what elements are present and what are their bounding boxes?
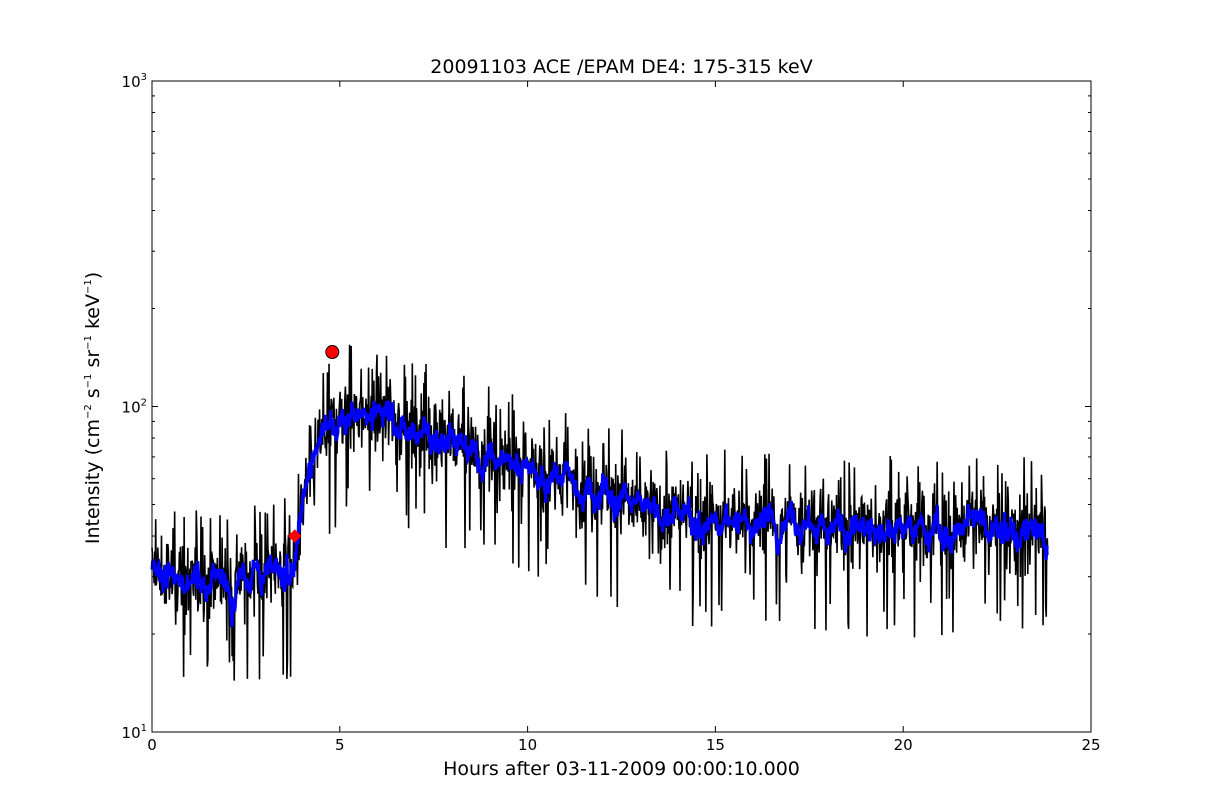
x-tick-label: 5	[335, 736, 345, 754]
y-axis-label: Intensity (cm−2 s−1 sr−1 keV−1)	[82, 272, 104, 544]
y-tick-label: 103	[122, 72, 147, 91]
series-smoothed-line	[150, 400, 1049, 628]
x-tick-label: 10	[518, 736, 537, 754]
y-tick-label: 102	[122, 398, 147, 417]
marker-diamond	[288, 529, 302, 543]
x-tick-label: 25	[1081, 736, 1100, 754]
chart-title: 20091103 ACE /EPAM DE4: 175-315 keV	[430, 56, 812, 78]
series-raw-line	[151, 344, 1049, 681]
plot-layer	[150, 344, 1049, 681]
plot-frame	[151, 80, 1092, 733]
x-tick-label: 15	[706, 736, 725, 754]
marker-circle	[325, 345, 340, 360]
y-tick-label: 101	[122, 723, 147, 742]
x-tick-label: 20	[894, 736, 913, 754]
x-axis-label: Hours after 03-11-2009 00:00:10.000	[443, 758, 800, 780]
x-tick-label: 0	[147, 736, 157, 754]
ticks-layer: 0 5 10 15 20 25 101 102 103	[122, 72, 1101, 754]
